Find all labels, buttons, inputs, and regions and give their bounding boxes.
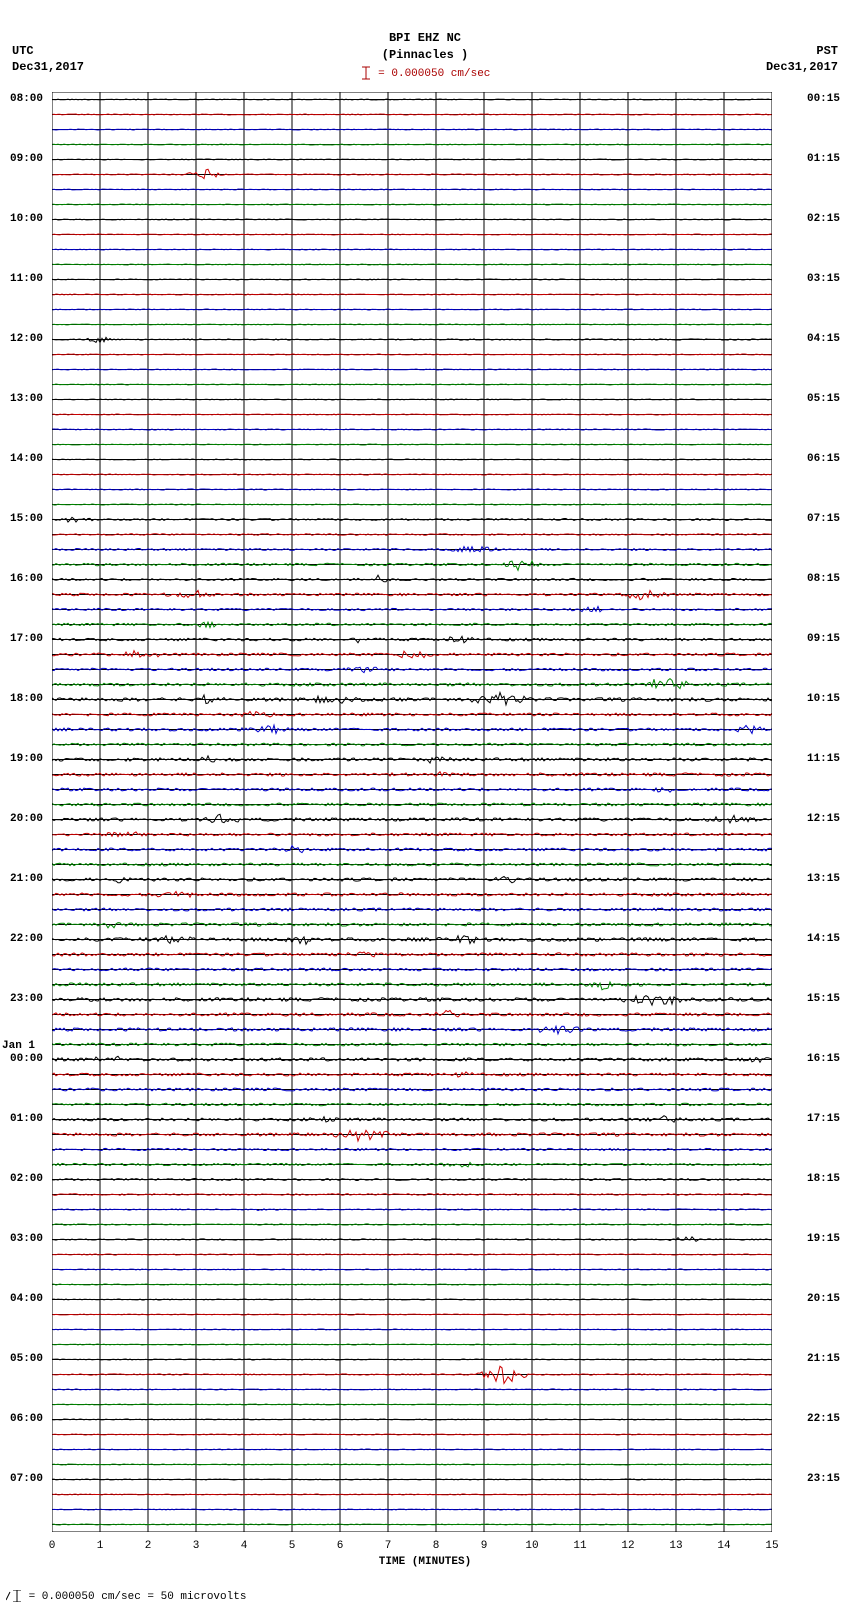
- utc-hour-label: 00:00: [10, 1053, 50, 1065]
- pst-hour-label: 21:15: [800, 1353, 840, 1365]
- pst-hour-label: 01:15: [800, 153, 840, 165]
- seismogram-plot: [52, 92, 772, 1532]
- pst-hour-label: 02:15: [800, 213, 840, 225]
- scale-text: = 0.000050 cm/sec: [372, 68, 491, 80]
- utc-date-label: Dec31,2017: [12, 60, 84, 76]
- seismogram-container: BPI EHZ NC (Pinnacles ) = 0.000050 cm/se…: [0, 0, 850, 1613]
- footer-text: = 0.000050 cm/sec = 50 microvolts: [22, 1591, 246, 1603]
- x-tick-label: 15: [762, 1540, 782, 1552]
- pst-date-label: Dec31,2017: [766, 60, 838, 76]
- pst-hour-label: 13:15: [800, 873, 840, 885]
- x-tick-label: 1: [90, 1540, 110, 1552]
- pst-header: PST Dec31,2017: [766, 44, 838, 75]
- station-code: BPI EHZ NC: [0, 30, 850, 47]
- utc-hour-label: 07:00: [10, 1473, 50, 1485]
- utc-hour-label: 10:00: [10, 213, 50, 225]
- utc-hour-label: 09:00: [10, 153, 50, 165]
- pst-hour-label: 10:15: [800, 693, 840, 705]
- utc-hour-label: 21:00: [10, 873, 50, 885]
- utc-hour-label: 13:00: [10, 393, 50, 405]
- pst-hour-label: 16:15: [800, 1053, 840, 1065]
- utc-tz-label: UTC: [12, 44, 84, 60]
- pst-hour-label: 09:15: [800, 633, 840, 645]
- utc-hour-label: 22:00: [10, 933, 50, 945]
- x-tick-label: 14: [714, 1540, 734, 1552]
- pst-hour-label: 22:15: [800, 1413, 840, 1425]
- utc-hour-label: 15:00: [10, 513, 50, 525]
- scale-bar-icon: [360, 66, 372, 80]
- utc-hour-label: 18:00: [10, 693, 50, 705]
- x-tick-label: 7: [378, 1540, 398, 1552]
- x-tick-label: 12: [618, 1540, 638, 1552]
- x-tick-label: 13: [666, 1540, 686, 1552]
- footer-scale: = 0.000050 cm/sec = 50 microvolts: [6, 1590, 246, 1603]
- utc-hour-label: 06:00: [10, 1413, 50, 1425]
- pst-tz-label: PST: [766, 44, 838, 60]
- pst-hour-label: 14:15: [800, 933, 840, 945]
- chart-header: BPI EHZ NC (Pinnacles ): [0, 30, 850, 64]
- pst-hour-label: 07:15: [800, 513, 840, 525]
- pst-hour-label: 18:15: [800, 1173, 840, 1185]
- utc-hour-label: 11:00: [10, 273, 50, 285]
- pst-hour-label: 08:15: [800, 573, 840, 585]
- utc-hour-label: 04:00: [10, 1293, 50, 1305]
- x-tick-label: 4: [234, 1540, 254, 1552]
- utc-hour-label: 16:00: [10, 573, 50, 585]
- utc-hour-label: 23:00: [10, 993, 50, 1005]
- x-tick-label: 10: [522, 1540, 542, 1552]
- pst-hour-label: 00:15: [800, 93, 840, 105]
- scale-indicator: = 0.000050 cm/sec: [0, 66, 850, 80]
- pst-hour-label: 11:15: [800, 753, 840, 765]
- x-tick-label: 8: [426, 1540, 446, 1552]
- utc-hour-label: 08:00: [10, 93, 50, 105]
- utc-hour-label: 02:00: [10, 1173, 50, 1185]
- x-tick-label: 2: [138, 1540, 158, 1552]
- pst-hour-label: 19:15: [800, 1233, 840, 1245]
- pst-hour-label: 04:15: [800, 333, 840, 345]
- pst-hour-label: 05:15: [800, 393, 840, 405]
- utc-hour-label: 03:00: [10, 1233, 50, 1245]
- x-axis-title: TIME (MINUTES): [0, 1556, 850, 1568]
- utc-hour-label: 12:00: [10, 333, 50, 345]
- utc-hour-label: 01:00: [10, 1113, 50, 1125]
- pst-hour-label: 15:15: [800, 993, 840, 1005]
- utc-hour-label: 17:00: [10, 633, 50, 645]
- pst-hour-label: 03:15: [800, 273, 840, 285]
- x-tick-label: 5: [282, 1540, 302, 1552]
- x-tick-label: 6: [330, 1540, 350, 1552]
- pst-hour-label: 20:15: [800, 1293, 840, 1305]
- utc-header: UTC Dec31,2017: [12, 44, 84, 75]
- pst-hour-label: 12:15: [800, 813, 840, 825]
- utc-hour-label: 14:00: [10, 453, 50, 465]
- pst-hour-label: 17:15: [800, 1113, 840, 1125]
- pst-hour-label: 06:15: [800, 453, 840, 465]
- x-tick-label: 3: [186, 1540, 206, 1552]
- utc-hour-label: 05:00: [10, 1353, 50, 1365]
- pst-hour-label: 23:15: [800, 1473, 840, 1485]
- x-tick-label: 9: [474, 1540, 494, 1552]
- x-tick-label: 11: [570, 1540, 590, 1552]
- station-name: (Pinnacles ): [0, 47, 850, 64]
- day-change-label: Jan 1: [2, 1040, 35, 1052]
- x-tick-label: 0: [42, 1540, 62, 1552]
- utc-hour-label: 19:00: [10, 753, 50, 765]
- scale-bar-icon: [6, 1590, 22, 1602]
- utc-hour-label: 20:00: [10, 813, 50, 825]
